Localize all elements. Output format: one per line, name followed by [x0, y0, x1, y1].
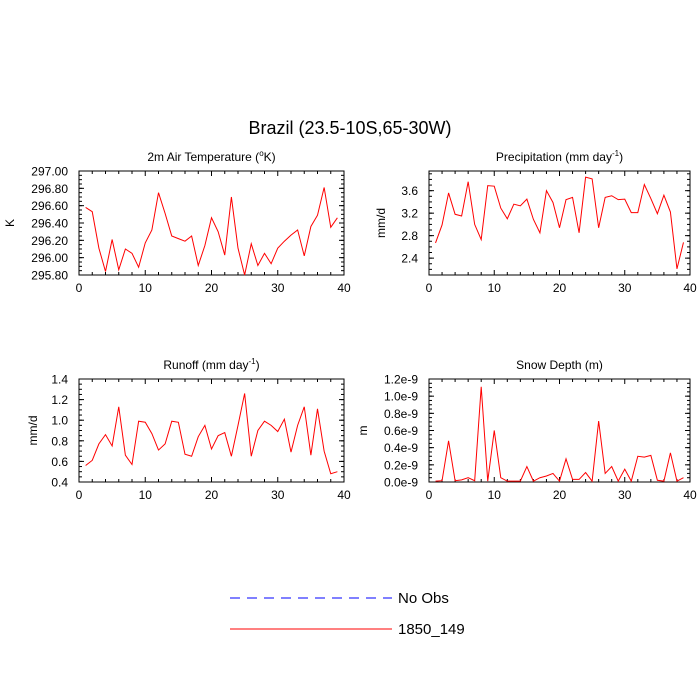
chart-panel-4: Snow Depth (m) m 0 10 20 30 40 0.0e-9 0.2e-9 0.4e…	[356, 358, 697, 502]
panel-title: Runoff (mm day-1)	[163, 357, 259, 372]
y-tick-label: 1.0	[51, 414, 68, 428]
panels-group: 2m Air Temperature (oK) K 0 10 20 30 40 295.80 2…	[3, 149, 697, 502]
y-tick-label: 3.2	[401, 207, 418, 221]
panel-title: Precipitation (mm day-1)	[496, 149, 623, 164]
x-tick-label: 0	[76, 281, 83, 295]
y-tick-label: 297.00	[31, 165, 68, 179]
x-tick-label: 20	[553, 281, 567, 295]
plot-frame	[428, 170, 691, 276]
chart-panel-1: 2m Air Temperature (oK) K 0 10 20 30 40 295.80 2…	[3, 149, 351, 295]
chart-panel-2: Precipitation (mm day-1) mm/d 0 10 20 30 40 2.4…	[374, 149, 697, 295]
x-tick-label: 40	[337, 281, 351, 295]
series-line-1850_149	[435, 176, 684, 269]
chart-panel-3: Runoff (mm day-1) mm/d 0 10 20 30 40 0.4 0.6 0.8 1…	[26, 357, 351, 502]
x-tick-label: 30	[618, 281, 632, 295]
x-tick-label: 10	[139, 488, 153, 502]
y-tick-label: 2.4	[401, 252, 418, 266]
y-axis-label: K	[3, 219, 17, 227]
y-tick-label: 296.00	[31, 251, 68, 265]
series-line-1850_149	[435, 386, 684, 483]
y-tick-label: 2.8	[401, 229, 418, 243]
x-tick-label: 30	[618, 488, 632, 502]
y-tick-label: 296.40	[31, 217, 68, 231]
y-tick-label: 296.80	[31, 182, 68, 196]
y-tick-label: 295.80	[31, 269, 68, 283]
y-tick-label: 0.8e-9	[384, 407, 418, 421]
figure-title: Brazil (23.5-10S,65-30W)	[248, 118, 451, 138]
plot-frame	[428, 378, 691, 483]
y-tick-label: 296.20	[31, 234, 68, 248]
x-tick-label: 40	[337, 488, 351, 502]
y-tick-label: 0.0e-9	[384, 476, 418, 490]
x-tick-label: 0	[426, 488, 433, 502]
x-tick-label: 30	[271, 488, 285, 502]
x-tick-label: 20	[205, 281, 219, 295]
y-tick-label: 3.6	[401, 184, 418, 198]
legend-label-2: 1850_149	[398, 621, 465, 638]
series-line-1850_149	[85, 187, 338, 276]
y-tick-label: 1.2e-9	[384, 373, 418, 387]
y-tick-label: 0.4	[51, 476, 68, 490]
x-tick-label: 30	[271, 281, 285, 295]
y-axis-label: m	[356, 426, 370, 436]
y-tick-label: 296.60	[31, 199, 68, 213]
legend: No Obs 1850_149	[230, 590, 465, 638]
y-tick-label: 1.0e-9	[384, 390, 418, 404]
x-tick-label: 10	[488, 281, 502, 295]
legend-label-1: No Obs	[398, 590, 449, 607]
x-tick-label: 20	[553, 488, 567, 502]
plot-frame	[78, 378, 345, 483]
y-tick-label: 0.4e-9	[384, 441, 418, 455]
x-tick-label: 0	[76, 488, 83, 502]
x-tick-label: 10	[139, 281, 153, 295]
panel-title: 2m Air Temperature (oK)	[147, 149, 275, 164]
plot-frame	[78, 170, 345, 276]
y-tick-label: 0.2e-9	[384, 458, 418, 472]
y-axis-label: mm/d	[374, 208, 388, 238]
x-tick-label: 40	[683, 488, 697, 502]
y-tick-label: 1.4	[51, 373, 68, 387]
x-tick-label: 40	[683, 281, 697, 295]
panel-title: Snow Depth (m)	[516, 358, 603, 372]
y-tick-label: 0.8	[51, 434, 68, 448]
y-axis-label: mm/d	[26, 416, 40, 446]
x-tick-label: 10	[488, 488, 502, 502]
x-tick-label: 0	[426, 281, 433, 295]
y-tick-label: 0.6	[51, 455, 68, 469]
series-line-1850_149	[85, 393, 338, 475]
y-tick-label: 0.6e-9	[384, 424, 418, 438]
x-tick-label: 20	[205, 488, 219, 502]
y-tick-label: 1.2	[51, 393, 68, 407]
